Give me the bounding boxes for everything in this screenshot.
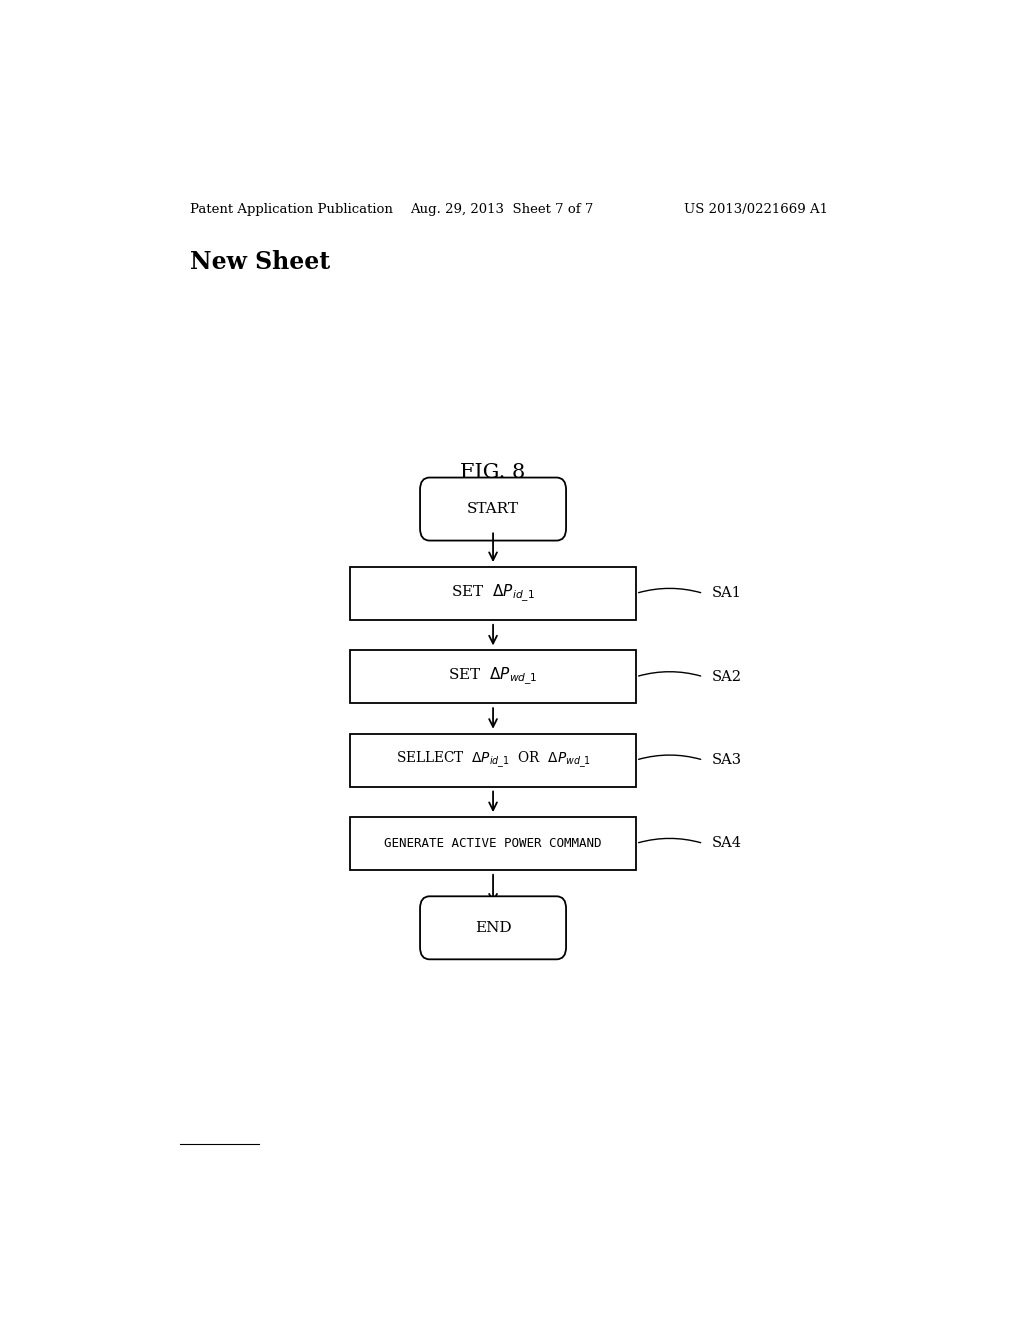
Text: GENERATE ACTIVE POWER COMMAND: GENERATE ACTIVE POWER COMMAND bbox=[384, 837, 602, 850]
Text: FIG. 8: FIG. 8 bbox=[461, 463, 525, 482]
Text: SELLECT  $\Delta P_{id\_1}$  OR  $\Delta P_{wd\_1}$: SELLECT $\Delta P_{id\_1}$ OR $\Delta P_… bbox=[395, 750, 591, 771]
Text: Patent Application Publication: Patent Application Publication bbox=[189, 203, 393, 216]
Text: SA4: SA4 bbox=[712, 837, 741, 850]
Bar bbox=[350, 817, 636, 870]
Text: END: END bbox=[475, 921, 511, 935]
Text: US 2013/0221669 A1: US 2013/0221669 A1 bbox=[684, 203, 827, 216]
Text: SA3: SA3 bbox=[712, 754, 741, 767]
Bar bbox=[350, 568, 636, 620]
Text: Aug. 29, 2013  Sheet 7 of 7: Aug. 29, 2013 Sheet 7 of 7 bbox=[410, 203, 593, 216]
Text: SA2: SA2 bbox=[712, 669, 741, 684]
Text: START: START bbox=[467, 502, 519, 516]
FancyBboxPatch shape bbox=[420, 478, 566, 541]
Bar bbox=[350, 734, 636, 787]
Text: New Sheet: New Sheet bbox=[189, 249, 330, 273]
FancyBboxPatch shape bbox=[420, 896, 566, 960]
Text: SET  $\Delta P_{id\_1}$: SET $\Delta P_{id\_1}$ bbox=[452, 583, 535, 605]
Text: SA1: SA1 bbox=[712, 586, 741, 601]
Bar bbox=[350, 651, 636, 704]
Text: SET  $\Delta P_{wd\_1}$: SET $\Delta P_{wd\_1}$ bbox=[449, 667, 538, 688]
